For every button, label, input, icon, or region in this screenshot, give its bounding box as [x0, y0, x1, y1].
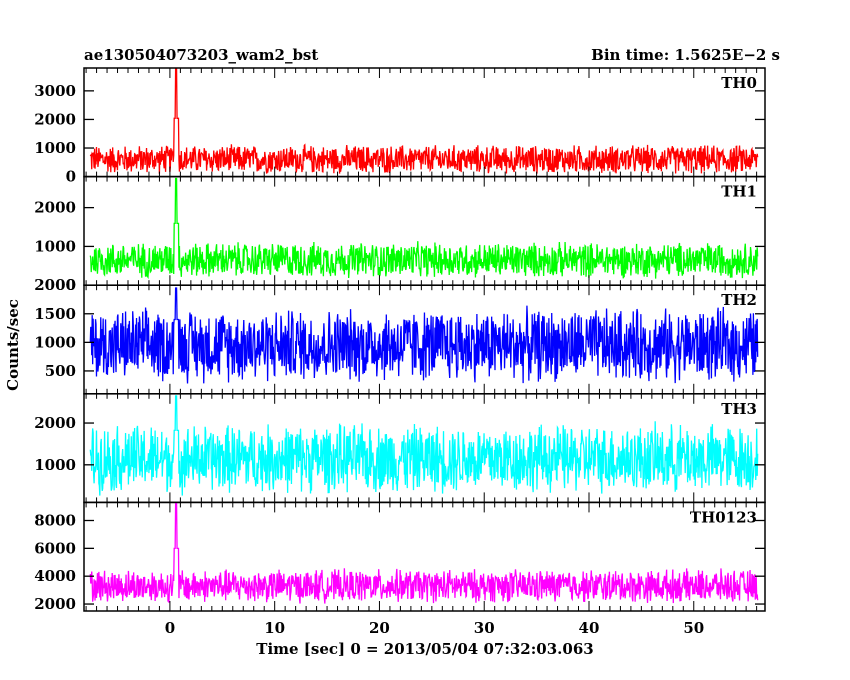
chart-title: ae130504073203_wam2_bst [84, 46, 318, 64]
y-tick-label: 2000 [34, 414, 76, 432]
y-tick-label: 1500 [34, 305, 76, 323]
panel-th1: 0 1000 2000 TH1 [34, 175, 766, 294]
series-th3 [89, 395, 759, 496]
y-tick-label: 8000 [34, 512, 76, 530]
series-th0123 [89, 502, 759, 604]
x-tick-label: 30 [474, 619, 495, 637]
y-tick-label: 2000 [34, 276, 76, 294]
panel-th2: 500 1000 1500 2000 TH2 [34, 276, 766, 395]
y-tick-label: 1000 [34, 139, 76, 157]
panel-label: TH3 [721, 400, 757, 418]
series-th0 [89, 68, 759, 174]
x-tick-label: 0 [165, 619, 175, 637]
x-tick-label: 20 [369, 619, 390, 637]
y-tick-label: 0 [66, 168, 76, 186]
panel-label: TH0123 [690, 508, 757, 526]
panel-th0123: 2000 4000 6000 8000 TH0123 [34, 501, 766, 613]
panel-label: TH1 [721, 183, 757, 201]
x-tick-label: 40 [579, 619, 600, 637]
y-axis-label: Counts/sec [4, 299, 22, 391]
x-axis-label: Time [sec] 0 = 2013/05/04 07:32:03.063 [256, 640, 593, 658]
panel-th0: 0 1000 2000 3000 TH0 [34, 67, 766, 186]
y-tick-label: 2000 [34, 595, 76, 613]
y-tick-label: 1000 [34, 456, 76, 474]
x-tick-label: 10 [264, 619, 285, 637]
series-th1 [89, 177, 759, 280]
y-tick-label: 6000 [34, 539, 76, 557]
y-tick-label: 2000 [34, 110, 76, 128]
panel-label: TH2 [721, 291, 757, 309]
y-tick-label: 1000 [34, 237, 76, 255]
y-tick-label: 2000 [34, 199, 76, 217]
bin-time-label: Bin time: 1.5625E−2 s [591, 46, 780, 64]
y-tick-label: 3000 [34, 82, 76, 100]
y-tick-label: 0 [66, 276, 76, 294]
panel-frame [83, 501, 766, 612]
y-tick-label: 500 [45, 362, 76, 380]
x-tick-label: 50 [683, 619, 704, 637]
panel-label: TH0 [721, 74, 757, 92]
series-th2 [89, 287, 759, 384]
panel-th3: 1000 2000 TH3 [34, 393, 766, 504]
y-tick-label: 4000 [34, 567, 76, 585]
y-tick-label: 1000 [34, 333, 76, 351]
